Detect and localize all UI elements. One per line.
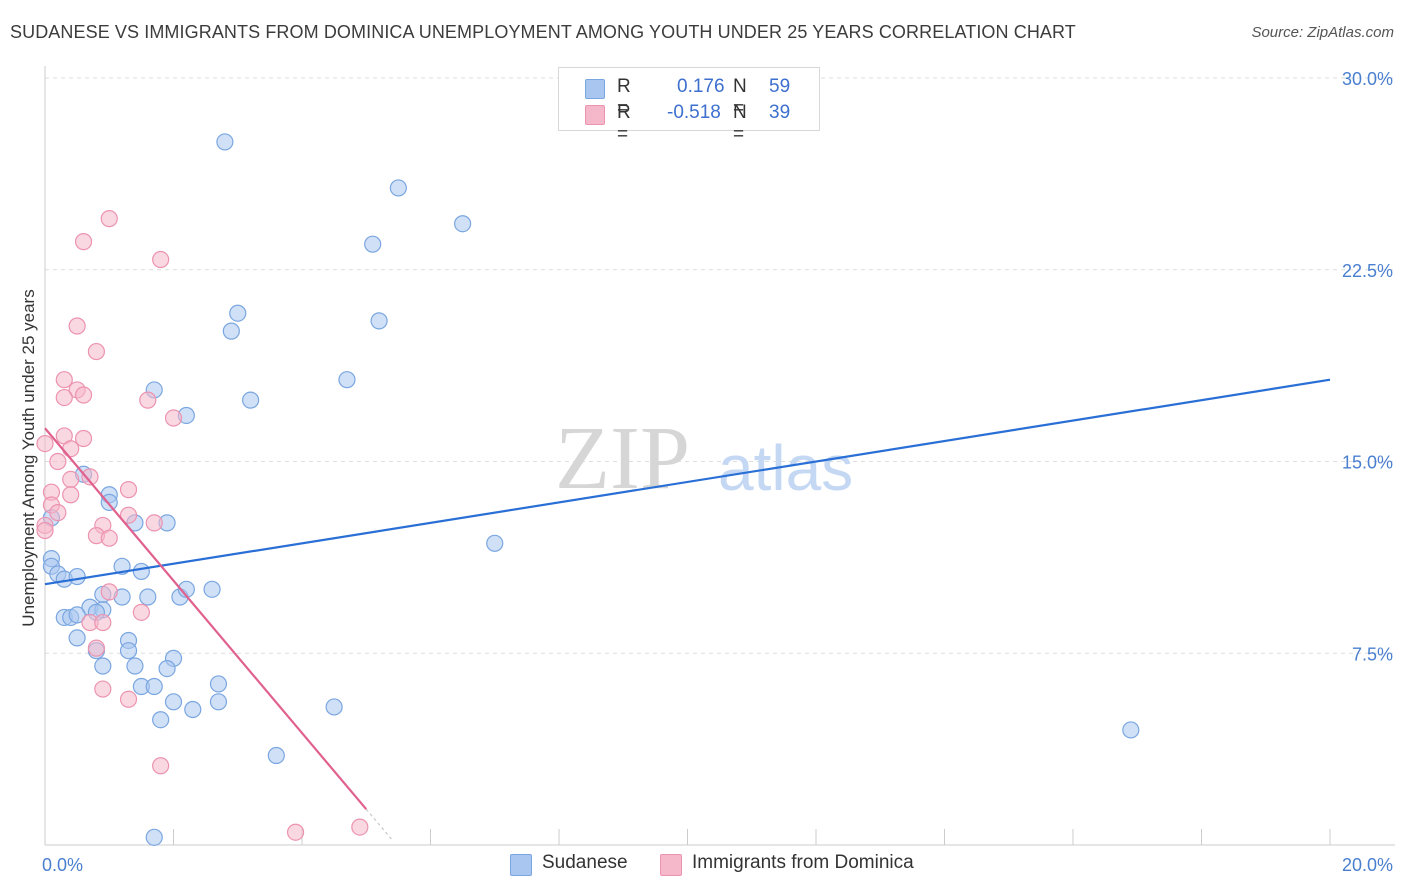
bottom-legend-label-sudanese: Sudanese	[542, 852, 628, 873]
sudanese-point	[325, 698, 343, 716]
sudanese-point	[152, 711, 170, 729]
sudanese-point	[222, 322, 240, 340]
sudanese-point	[158, 659, 176, 678]
legend-r-value-sudanese: 0.176	[677, 76, 725, 97]
dominica-point	[94, 613, 112, 632]
chart-title: SUDANESE VS IMMIGRANTS FROM DOMINICA UNE…	[10, 22, 1076, 42]
dominica-point	[36, 435, 54, 453]
dominica-point	[351, 818, 369, 836]
bottom-legend-swatch-dominica	[660, 854, 682, 876]
sudanese-point	[203, 580, 221, 598]
dominica-point	[62, 440, 80, 458]
sudanese-trend-line	[44, 378, 1331, 586]
dominica-point	[164, 409, 183, 427]
sudanese-point	[389, 179, 407, 197]
legend-swatch-dominica	[585, 105, 605, 125]
y-axis-label: Unemployment Among Youth under 25 years	[19, 289, 38, 626]
dominica-point	[68, 317, 86, 335]
legend-r-label: R =	[617, 102, 631, 145]
sudanese-point	[267, 746, 285, 765]
x-tick-label: 20.0%	[1342, 855, 1393, 875]
sudanese-point	[338, 371, 356, 389]
sudanese-point	[184, 700, 202, 719]
dominica-point	[55, 371, 73, 389]
dominica-point	[87, 639, 106, 657]
dominica-point	[100, 583, 118, 601]
dominica-point	[100, 210, 118, 228]
dominica-point	[132, 603, 150, 621]
dominica-point	[152, 250, 170, 269]
sudanese-point	[229, 304, 247, 322]
dominica-point	[81, 468, 99, 486]
dominica-point	[145, 514, 163, 532]
bottom-legend-swatch-sudanese	[510, 854, 532, 876]
sudanese-point	[132, 562, 150, 581]
dominica-trend-extension	[365, 808, 393, 841]
dominica-point	[152, 757, 170, 775]
dominica-point	[94, 680, 112, 698]
legend-n-value-sudanese: 59	[769, 76, 791, 97]
dominica-point	[100, 529, 118, 547]
trend-lines	[44, 378, 1331, 841]
sudanese-point	[164, 693, 183, 711]
legend-n-label: N =	[733, 102, 747, 145]
sudanese-point	[370, 312, 388, 330]
dominica-point	[119, 506, 138, 524]
source-label: Source: ZipAtlas.com	[1251, 24, 1394, 41]
legend-swatch-sudanese	[585, 79, 605, 99]
sudanese-point	[126, 657, 144, 675]
dominica-point	[87, 342, 106, 361]
x-tick-label: 0.0%	[42, 855, 83, 875]
dominica-point	[74, 233, 93, 251]
sudanese-point	[145, 677, 163, 696]
sudanese-point	[1122, 721, 1140, 739]
dominica-point	[62, 470, 80, 488]
sudanese-point	[216, 133, 234, 151]
sudanese-point	[68, 606, 86, 624]
dominica-point	[119, 690, 138, 708]
legend-n-label: N =	[733, 76, 747, 119]
dominica-point	[74, 386, 93, 404]
sudanese-point	[242, 391, 260, 409]
sudanese-point	[486, 534, 504, 552]
watermark-atlas: atlas	[718, 432, 853, 504]
legend-r-value-dominica: -0.518	[667, 102, 721, 123]
y-tick-label: 22.5%	[1342, 261, 1393, 281]
sudanese-point	[68, 629, 86, 647]
sudanese-point	[364, 235, 382, 253]
dominica-point	[74, 429, 93, 448]
dominica-point	[49, 452, 67, 471]
dominica-point	[36, 521, 54, 540]
dominica-point	[62, 486, 80, 504]
sudanese-point	[94, 657, 112, 675]
bottom-legend-label-dominica: Immigrants from Dominica	[692, 852, 914, 873]
sudanese-point	[454, 215, 472, 233]
dominica-point	[139, 391, 157, 409]
sudanese-point	[145, 828, 163, 846]
gridlines	[45, 77, 1395, 654]
y-tick-label: 7.5%	[1352, 644, 1393, 664]
dominica-point	[55, 388, 73, 407]
dominica-trend-line	[44, 427, 368, 810]
correlation-legend: R = 0.176 N = 59 R = -0.518 N = 39	[558, 67, 820, 145]
sudanese-point	[209, 675, 228, 693]
tick-labels: 7.5% 15.0% 22.5% 30.0% 0.0% 20.0%	[42, 69, 1393, 875]
y-tick-label: 15.0%	[1342, 453, 1393, 473]
legend-n-value-dominica: 39	[769, 102, 791, 123]
y-tick-label: 30.0%	[1342, 69, 1393, 89]
dominica-point	[286, 823, 305, 841]
sudanese-point	[139, 588, 157, 606]
sudanese-point	[209, 693, 228, 711]
sudanese-point	[119, 642, 138, 660]
sudanese-point	[68, 567, 86, 586]
legend-r-label: R =	[617, 76, 631, 119]
watermark: ZIP atlas	[555, 409, 853, 508]
dominica-point	[119, 481, 138, 499]
dominica-points	[36, 210, 369, 841]
dominica-point	[49, 504, 67, 522]
